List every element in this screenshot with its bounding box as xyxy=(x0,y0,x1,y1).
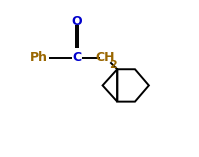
Text: Ph: Ph xyxy=(30,51,48,64)
Text: O: O xyxy=(72,15,82,28)
Text: CH: CH xyxy=(95,51,115,64)
Text: C: C xyxy=(73,51,82,64)
Text: 2: 2 xyxy=(109,60,117,70)
